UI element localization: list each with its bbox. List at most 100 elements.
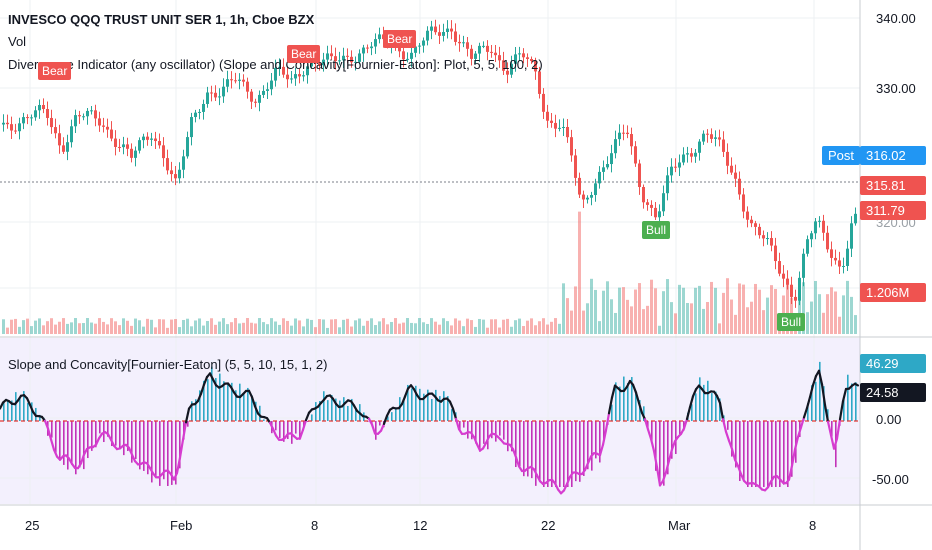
candle	[650, 204, 653, 208]
histogram-bar	[227, 382, 229, 421]
candle	[178, 169, 181, 179]
slope-line	[832, 437, 839, 450]
candle	[534, 60, 537, 72]
candle	[622, 132, 625, 134]
volume-bar	[342, 319, 345, 334]
slope-line	[823, 403, 830, 423]
slope-line	[583, 462, 590, 472]
candle	[122, 144, 125, 148]
histogram-bar	[135, 421, 137, 459]
candle	[138, 140, 141, 151]
volume-bar	[14, 318, 17, 334]
slope-line	[304, 411, 311, 422]
candle	[558, 127, 561, 129]
volume-bar	[46, 321, 49, 334]
volume-bar	[810, 301, 813, 334]
line-value-tag: 24.58	[860, 383, 926, 402]
histogram-bar	[699, 377, 701, 421]
histogram-bar	[431, 399, 433, 421]
histogram-bar	[407, 384, 409, 421]
candle	[662, 193, 665, 212]
candle	[146, 136, 149, 140]
candle	[170, 170, 173, 175]
volume-bar	[118, 325, 121, 334]
slope-line	[610, 384, 617, 399]
candle	[462, 42, 465, 44]
candle	[494, 52, 497, 56]
histogram-bar	[791, 421, 793, 477]
candle	[262, 90, 265, 95]
histogram-bar	[391, 412, 393, 421]
candle	[134, 150, 137, 158]
volume-bar	[546, 324, 549, 334]
osc-tick-neg50: -50.00	[872, 472, 909, 487]
candle	[378, 34, 381, 40]
slope-line	[43, 419, 50, 430]
candle	[62, 145, 65, 152]
candle	[6, 122, 9, 125]
price-pane	[0, 0, 860, 336]
histogram-bar	[123, 421, 125, 456]
candle	[602, 167, 605, 172]
slope-line	[790, 448, 797, 467]
histogram-bar	[27, 402, 29, 421]
post-price-tag: 316.02	[860, 146, 926, 165]
histogram-bar	[119, 421, 121, 449]
volume-bar	[606, 281, 609, 334]
candle	[330, 53, 333, 57]
volume-bar	[354, 320, 357, 334]
candle	[190, 117, 193, 138]
histogram-bar	[635, 390, 637, 421]
histogram-bar	[783, 421, 785, 485]
slope-line	[127, 446, 134, 456]
volume-bar	[494, 319, 497, 334]
histogram-bar	[543, 421, 545, 487]
histogram-bar	[851, 383, 853, 421]
slope-line	[841, 387, 848, 403]
slope-line	[448, 400, 455, 410]
candle	[626, 132, 629, 135]
slope-line	[565, 475, 572, 486]
volume-bar	[582, 310, 585, 334]
histogram-bar	[531, 421, 533, 479]
candle	[550, 120, 553, 123]
candle	[82, 116, 85, 118]
slope-line	[733, 458, 740, 467]
candle	[86, 110, 89, 117]
histogram-bar	[39, 414, 41, 421]
histogram-bar	[339, 400, 341, 421]
histogram-bar	[239, 383, 241, 421]
slope-line	[178, 438, 185, 459]
candle	[418, 45, 421, 47]
candle	[838, 260, 841, 267]
candle	[634, 146, 637, 164]
histogram-bar	[451, 409, 453, 421]
volume-bar	[474, 326, 477, 334]
candle	[666, 175, 669, 194]
slope-line	[721, 418, 728, 433]
histogram-bar	[139, 421, 141, 470]
volume-bar	[98, 318, 101, 334]
volume-bar	[730, 299, 733, 334]
volume-bar	[202, 325, 205, 334]
candle	[526, 57, 529, 59]
osc-tick-zero: 0.00	[876, 412, 902, 427]
volume-bar	[198, 318, 201, 334]
histogram-bar	[663, 421, 665, 486]
histogram-bar	[87, 421, 89, 459]
histogram-bar	[403, 399, 405, 421]
volume-bar	[710, 281, 713, 334]
candle	[346, 55, 349, 57]
slope-line	[607, 396, 614, 415]
volume-bar	[734, 314, 737, 334]
volume-bar	[30, 326, 33, 334]
slope-line	[49, 438, 56, 451]
slope-line	[664, 459, 671, 474]
volume-bar	[382, 318, 385, 334]
histogram-bar	[263, 419, 265, 421]
volume-bar	[726, 278, 729, 334]
level-price-tag: 311.79	[860, 201, 926, 220]
slope-line	[484, 435, 491, 445]
volume-bar	[402, 322, 405, 334]
candle	[290, 78, 293, 80]
